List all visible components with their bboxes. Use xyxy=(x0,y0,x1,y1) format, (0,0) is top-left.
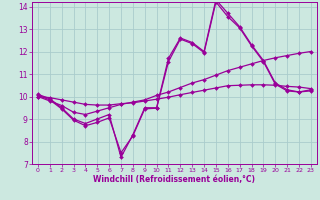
X-axis label: Windchill (Refroidissement éolien,°C): Windchill (Refroidissement éolien,°C) xyxy=(93,175,255,184)
